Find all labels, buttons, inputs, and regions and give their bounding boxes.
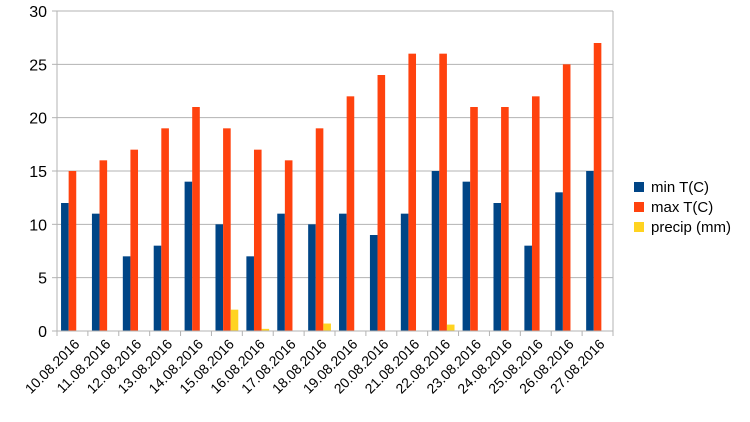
bar-max-t-c-10-08-2016: [68, 171, 77, 331]
y-tick-label-30: 30: [29, 4, 47, 21]
bar-max-t-c-12-08-2016: [130, 149, 139, 331]
bar-max-t-c-20-08-2016: [377, 75, 386, 331]
bar-min-t-c-15-08-2016: [215, 224, 224, 331]
bar-precip-mm-15-08-2016: [230, 309, 239, 331]
bar-max-t-c-17-08-2016: [284, 160, 293, 331]
bar-min-t-c-24-08-2016: [493, 203, 502, 331]
grid-lines: [57, 10, 613, 332]
legend-label-min-t-c: min T(C): [651, 179, 709, 196]
bar-max-t-c-24-08-2016: [501, 107, 509, 331]
bar-min-t-c-13-08-2016: [153, 245, 162, 331]
bar-max-t-c-22-08-2016: [439, 53, 447, 332]
y-tick-label-5: 5: [38, 271, 47, 288]
bar-precip-mm-16-08-2016: [261, 328, 270, 331]
bar-max-t-c-18-08-2016: [315, 128, 324, 331]
bar-max-t-c-19-08-2016: [346, 96, 355, 331]
bar-min-t-c-18-08-2016: [308, 224, 316, 331]
bar-max-t-c-21-08-2016: [408, 53, 417, 332]
bar-min-t-c-25-08-2016: [524, 245, 532, 331]
y-tick-label-25: 25: [29, 57, 47, 74]
bar-min-t-c-14-08-2016: [184, 181, 193, 331]
bar-min-t-c-21-08-2016: [400, 213, 409, 331]
legend-label-precip-mm: precip (mm): [651, 219, 731, 236]
bar-max-t-c-25-08-2016: [531, 96, 540, 331]
bar-max-t-c-15-08-2016: [223, 128, 231, 331]
x-axis-ticks: 10.08.201611.08.201612.08.201613.08.2016…: [22, 331, 614, 397]
bar-min-t-c-10-08-2016: [61, 203, 69, 331]
legend-swatch-max-t-c: [634, 202, 644, 212]
bar-max-t-c-11-08-2016: [99, 160, 108, 331]
bar-max-t-c-26-08-2016: [562, 64, 571, 331]
y-axis-ticks: 0 5 10 15 20 25 30: [29, 4, 57, 341]
bar-min-t-c-12-08-2016: [122, 256, 131, 331]
bar-min-t-c-23-08-2016: [462, 181, 471, 331]
y-tick-label-15: 15: [29, 164, 47, 181]
bar-min-t-c-27-08-2016: [586, 171, 594, 331]
legend-label-max-t-c: max T(C): [651, 199, 713, 216]
legend-swatch-precip-mm: [634, 222, 644, 232]
y-tick-label-10: 10: [29, 217, 47, 234]
bar-max-t-c-13-08-2016: [161, 128, 169, 331]
bar-min-t-c-20-08-2016: [369, 235, 378, 331]
bar-min-t-c-22-08-2016: [431, 171, 440, 331]
bar-min-t-c-16-08-2016: [246, 256, 254, 331]
bar-min-t-c-11-08-2016: [91, 213, 100, 331]
bar-max-t-c-14-08-2016: [192, 107, 200, 331]
bar-min-t-c-19-08-2016: [339, 213, 347, 331]
bar-precip-mm-18-08-2016: [323, 323, 331, 331]
bar-max-t-c-27-08-2016: [593, 43, 602, 331]
legend-swatch-min-t-c: [634, 182, 644, 192]
bar-max-t-c-16-08-2016: [253, 149, 262, 331]
bar-min-t-c-26-08-2016: [555, 192, 563, 331]
y-tick-label-20: 20: [29, 111, 47, 128]
bar-max-t-c-23-08-2016: [470, 107, 478, 331]
bars: [61, 43, 602, 332]
axes: [52, 11, 614, 332]
y-tick-label-0: 0: [38, 324, 47, 341]
bar-precip-mm-22-08-2016: [446, 324, 455, 331]
bar-min-t-c-17-08-2016: [277, 213, 285, 331]
legend: min T(C) max T(C) precip (mm): [634, 179, 731, 236]
